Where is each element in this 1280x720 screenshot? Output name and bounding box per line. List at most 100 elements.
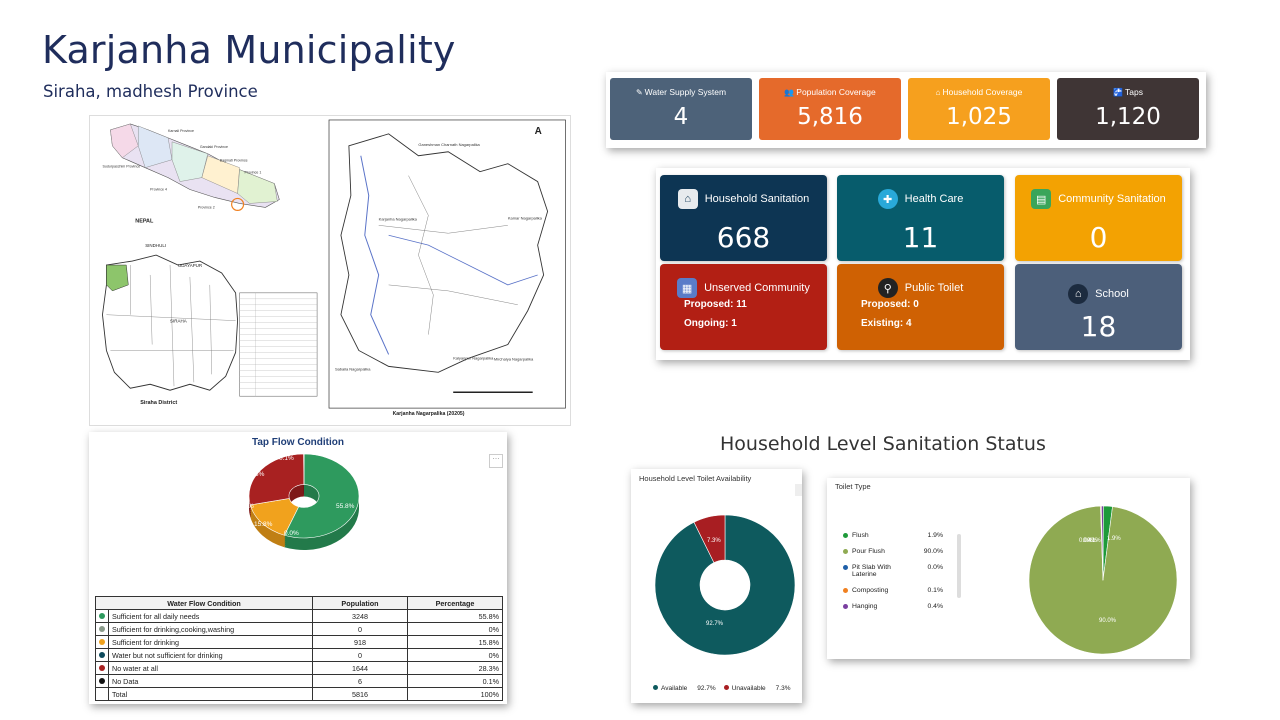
more-options-icon[interactable]: ⋯: [489, 454, 503, 468]
stats-strip: ✎ Water Supply System 4 👥 Population Cover…: [606, 72, 1206, 148]
map-image: NEPAL Karnali Province Gandaki Province …: [102, 119, 566, 417]
population-cell: 0: [312, 648, 408, 662]
stat-water-supply: ✎ Water Supply System 4: [610, 78, 752, 140]
north-arrow-icon: A: [535, 126, 542, 137]
legend-item[interactable]: Available 92.7%: [653, 685, 716, 692]
province-label: Karnali Province: [168, 129, 194, 133]
toilet-type-data-label: 0.0%: [1079, 538, 1093, 544]
percentage-cell: 15.8%: [407, 635, 503, 649]
legend-label: Flush: [852, 532, 869, 539]
legend-dot-cell: [95, 622, 109, 636]
card-label: Unserved Community: [704, 282, 810, 294]
community-sanitation-icon: ▤: [1031, 189, 1052, 209]
location-map: NEPAL Karnali Province Gandaki Province …: [89, 115, 571, 426]
legend-dot: [99, 638, 105, 645]
table-row: Total 5816 100%: [95, 687, 503, 701]
stat-label: Water Supply System: [644, 87, 727, 97]
legend-dot: [99, 664, 105, 671]
condition-cell: Sufficient for drinking,cooking,washing: [108, 622, 313, 636]
tap-flow-data-label: 28.3%: [246, 471, 265, 478]
stat-label: Population Coverage: [796, 87, 876, 97]
legend-dot: [723, 685, 729, 690]
legend-label: Composting: [852, 587, 889, 594]
public-toilet-icon: ⚲: [877, 278, 898, 298]
legend-item[interactable]: Hanging 0.4%: [843, 603, 943, 610]
population-cell: 5816: [312, 687, 408, 701]
toilet-type-chart: 1.9% 90.0% 0.0%0.1%0.4%: [1028, 505, 1178, 655]
legend-dot: [843, 588, 848, 593]
percentage-cell: 100%: [407, 687, 503, 701]
percentage-cell: 0.1%: [407, 674, 503, 688]
legend-value: 7.3%: [775, 685, 791, 692]
stat-population-coverage: 👥 Population Coverage 5,816: [759, 78, 901, 140]
stat-value: 5,816: [797, 104, 863, 130]
toilet-type-slice[interactable]: [1101, 505, 1104, 581]
map-place-label: Mirchaiya Nagarpalika: [494, 356, 534, 361]
toilet-availability-chart: 92.7% 7.3%: [654, 514, 796, 656]
scrollbar[interactable]: [795, 484, 802, 496]
province-label: Province 1: [245, 171, 262, 175]
legend-value: 90.0%: [923, 548, 943, 555]
card-school: ⌂ School 18: [1015, 264, 1182, 350]
water-flow-table: Water Flow Condition Population Percenta…: [95, 596, 503, 701]
card-value: 668: [716, 221, 771, 254]
table-row: Water but not sufficient for drinking 0 0%: [95, 648, 503, 662]
tap-flow-data-label: 55.8%: [336, 503, 355, 510]
tap-flow-chart: 55.8% 0.0% 15.8% 0.0% 28.3% 0.1%: [239, 453, 360, 550]
legend-dot: [99, 612, 105, 619]
toilet-availability-slice[interactable]: [654, 514, 796, 656]
toilet-availability-data-label: 7.3%: [707, 538, 721, 544]
stat-value: 1,120: [1095, 104, 1161, 130]
map-caption: Karjanha Nagarpalika (20205): [393, 411, 465, 417]
legend-dot-cell: [95, 648, 109, 662]
column-header: Water Flow Condition: [95, 596, 313, 610]
legend-item[interactable]: Flush 1.9%: [843, 532, 943, 539]
school-icon: ⌂: [1068, 284, 1089, 304]
legend-dot: [99, 651, 105, 658]
edit-icon: ✎: [635, 88, 643, 97]
tap-flow-slice[interactable]: [248, 453, 305, 506]
tap-flow-slice[interactable]: [303, 453, 305, 485]
tap-flow-slice[interactable]: [283, 453, 360, 539]
card-community-sanitation: ▤ Community Sanitation 0: [1015, 175, 1182, 261]
sanitation-cards: ⌂ Household Sanitation 668 ✚ Health Care 1…: [656, 168, 1190, 360]
legend-item[interactable]: Unavailable 7.3%: [723, 685, 791, 692]
unserved-community-icon: ▦: [677, 278, 698, 298]
legend-label: Hanging: [852, 603, 878, 610]
legend-item[interactable]: Pit Slab With Laterine 0.0%: [843, 564, 943, 578]
legend-dot: [843, 549, 848, 554]
card-label: Household Sanitation: [704, 193, 810, 205]
legend-scrollbar[interactable]: [957, 534, 961, 598]
stat-household-coverage: ⌂ Household Coverage 1,025: [908, 78, 1050, 140]
card-value: 11: [902, 221, 939, 254]
legend-label: Pit Slab With Laterine: [852, 564, 891, 578]
legend-item[interactable]: Pour Flush 90.0%: [843, 548, 943, 555]
legend-dot-cell: [95, 609, 109, 623]
table-row: No Data 6 0.1%: [95, 674, 503, 688]
legend-label: Unavailable: [731, 685, 766, 692]
province-label: Sudurpaschim Province: [102, 165, 140, 169]
toilet-type-slice[interactable]: [1028, 505, 1178, 655]
legend-item[interactable]: Composting 0.1%: [843, 587, 943, 594]
column-header: Percentage: [407, 596, 503, 610]
province-label: Province 2: [198, 205, 215, 209]
legend-value: 0.4%: [927, 603, 944, 610]
table-row: Sufficient for drinking,cooking,washing 0…: [95, 622, 503, 636]
card-ongoing: Ongoing: 1: [684, 318, 737, 329]
card-proposed: Proposed: 0: [861, 299, 919, 310]
card-label: School: [1095, 288, 1129, 300]
district-caption: Siraha District: [140, 400, 177, 406]
stat-value: 1,025: [946, 104, 1012, 130]
toilet-type-data-label: 90.0%: [1099, 618, 1117, 624]
toilet-availability-slice[interactable]: [693, 514, 726, 563]
stat-value: 4: [673, 104, 689, 130]
map-place-label: Karjanha Nagarpalika: [379, 216, 418, 221]
tap-icon: 🚰: [1113, 88, 1123, 97]
legend-value: 0.0%: [927, 564, 944, 571]
province-label: Province 4: [150, 188, 167, 192]
map-place-label: Kalyanpur Nagarpalika: [453, 355, 494, 360]
stat-label: Taps: [1125, 87, 1143, 97]
percentage-cell: 0%: [407, 622, 503, 636]
condition-cell: No Data: [108, 674, 313, 688]
legend-label: Pour Flush: [852, 548, 885, 555]
